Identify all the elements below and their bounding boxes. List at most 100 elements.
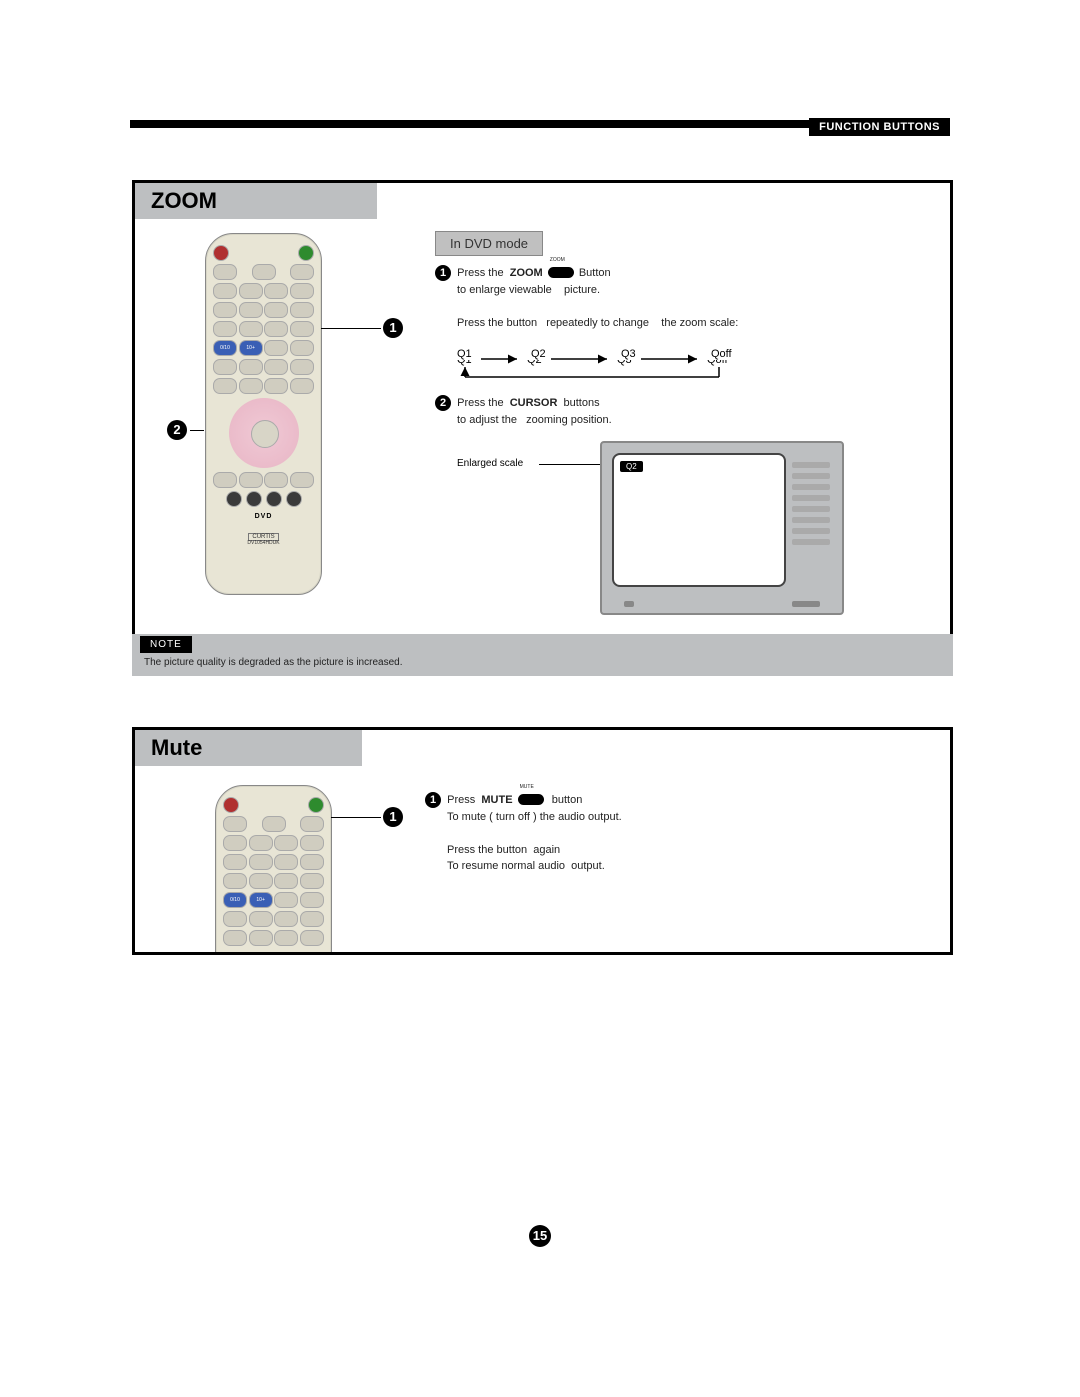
callout-line [331, 817, 381, 818]
note-section: NOTE The picture quality is degraded as … [132, 634, 953, 676]
remote-button [266, 491, 282, 507]
text-bold: MUTE [481, 794, 512, 806]
remote-button [239, 378, 263, 394]
text: to adjust the [457, 414, 517, 426]
remote-button [264, 340, 288, 356]
remote-button [300, 911, 324, 927]
remote-eject-button [308, 797, 324, 813]
text: Button [579, 267, 611, 279]
remote-button [239, 302, 263, 318]
zoom-step1: 1 Press the ZOOM ZOOM Button to enlarge … [435, 265, 915, 331]
remote-button [290, 321, 314, 337]
text: to enlarge viewable [457, 284, 552, 296]
mute-step1: 1 Press MUTE MUTE button To mute ( turn … [425, 792, 885, 875]
remote-blue-button: 0/10 [213, 340, 237, 356]
text-bold: CURSOR [510, 397, 558, 409]
step-number: 1 [425, 792, 441, 808]
remote-button [274, 930, 298, 946]
callout-line [539, 464, 609, 465]
mute-title: Mute [132, 727, 362, 766]
remote-blue-button: 0/10 [223, 892, 247, 908]
remote-button [264, 378, 288, 394]
remote-button [290, 472, 314, 488]
text: zooming position. [526, 414, 612, 426]
remote-button [239, 321, 263, 337]
remote-button [252, 264, 276, 280]
remote-button [223, 930, 247, 946]
remote-button [264, 359, 288, 375]
remote-button [223, 816, 247, 832]
remote-button [264, 283, 288, 299]
remote-dvd-logo: DVD [213, 513, 314, 520]
callout-number: 1 [383, 807, 403, 827]
text: output. [571, 860, 605, 872]
remote-button [223, 911, 247, 927]
text: repeatedly to change [546, 317, 649, 329]
tv-badge: Q2 [620, 461, 643, 472]
remote-button [300, 892, 324, 908]
remote-button [274, 854, 298, 870]
text: Press the [457, 267, 503, 279]
callout-number: 1 [383, 318, 403, 338]
remote-button [249, 930, 273, 946]
callout-number: 2 [167, 420, 187, 440]
note-text: The picture quality is degraded as the p… [132, 653, 953, 676]
tv-illustration: Q2 [600, 441, 840, 621]
remote-button [300, 854, 324, 870]
remote-button [300, 873, 324, 889]
text: Press [447, 794, 475, 806]
remote-button [264, 321, 288, 337]
remote-button [249, 854, 273, 870]
text: the zoom scale: [661, 317, 738, 329]
remote-button [300, 816, 324, 832]
scale-q1: Q1 [457, 348, 476, 360]
icon-label: ZOOM [550, 257, 565, 265]
remote-button [300, 835, 324, 851]
remote-control: 0/1010+ DVD CURTISDV1054HDUK [205, 233, 322, 595]
remote-button [239, 472, 263, 488]
scale-q3: Q3 [617, 348, 640, 360]
remote-eject-button [298, 245, 314, 261]
remote-cursor-pad [229, 398, 299, 468]
remote-button [274, 911, 298, 927]
remote-button [274, 835, 298, 851]
remote-button [226, 491, 242, 507]
remote-button [213, 472, 237, 488]
callout-1-marker: 1 [383, 318, 403, 338]
text: picture. [564, 284, 600, 296]
zoom-title: ZOOM [132, 180, 377, 219]
zoom-section: ZOOM 0/1010+ DVD CURTISDV1054HDUK [132, 180, 953, 676]
callout-line [321, 328, 381, 329]
remote-control: 0/1010+ [215, 785, 332, 955]
remote-button [274, 892, 298, 908]
mode-box: In DVD mode [435, 231, 543, 256]
remote-blue-button: 10+ [249, 892, 273, 908]
remote-button [239, 359, 263, 375]
scale-qoff: Qoff [707, 348, 736, 360]
text: buttons [564, 397, 600, 409]
callout-1-marker: 1 [383, 807, 403, 827]
remote-button [223, 854, 247, 870]
remote-button [290, 302, 314, 318]
callout-line [190, 430, 204, 431]
remote-button [246, 491, 262, 507]
text: Press the [457, 397, 503, 409]
enlarged-scale-label: Enlarged scale [457, 458, 523, 469]
remote-button [286, 491, 302, 507]
remote-button [249, 835, 273, 851]
page-number-badge: 15 [529, 1225, 551, 1247]
mute-section: Mute 0/1010+ 1 1 Press MUTE [132, 727, 953, 955]
text: again [533, 844, 560, 856]
header-label: FUNCTION BUTTONS [809, 118, 950, 136]
remote-button [213, 283, 237, 299]
remote-button [274, 873, 298, 889]
remote-button [300, 930, 324, 946]
icon-label: MUTE [520, 784, 534, 792]
remote-button [239, 283, 263, 299]
zoom-step2: 2 Press the CURSOR buttons to adjust the… [435, 395, 735, 428]
remote-button [290, 359, 314, 375]
step-number: 1 [435, 265, 451, 281]
text: To mute ( turn off ) the audio output. [447, 811, 622, 823]
mute-button-icon [518, 794, 544, 805]
remote-button [249, 911, 273, 927]
